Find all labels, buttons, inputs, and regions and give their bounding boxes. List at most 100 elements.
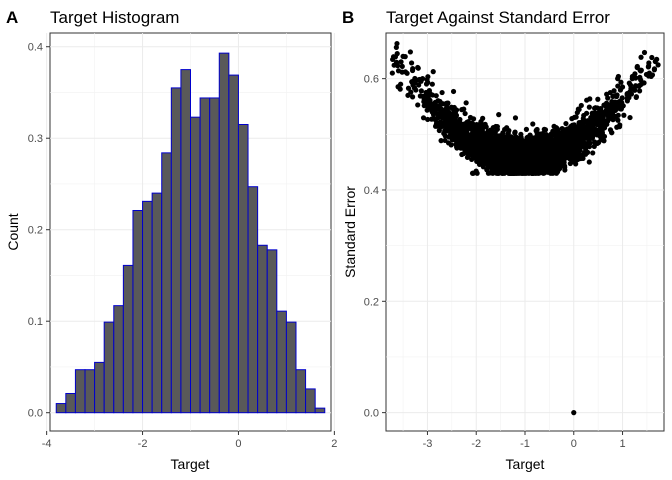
scatter-point	[394, 40, 400, 47]
histogram-bar	[209, 97, 220, 414]
scatter-point	[506, 164, 513, 170]
scatter-point	[423, 89, 429, 96]
scatter-point	[455, 124, 461, 130]
scatter-point	[438, 138, 444, 144]
panel-b-ticks: -3 -2 -1 0 1 0.0 0.2 0.4 0.6	[364, 74, 626, 450]
scatter-point	[500, 130, 506, 136]
scatter-point	[417, 93, 423, 99]
scatter-point	[524, 163, 530, 169]
histogram-bar	[65, 392, 76, 414]
scatter-point	[407, 49, 413, 55]
scatter-point	[569, 116, 575, 122]
scatter-point	[592, 139, 598, 145]
scatter-point	[523, 126, 530, 132]
histogram-bar	[151, 192, 163, 414]
panel-b-y-axis-label: Standard Error	[342, 186, 358, 278]
y-tick-label: 0.0	[28, 408, 43, 420]
scatter-point	[572, 130, 578, 136]
scatter-point	[637, 74, 643, 80]
scatter-point	[453, 141, 459, 147]
scatter-point	[470, 116, 477, 122]
scatter-point	[564, 142, 570, 149]
histogram-bar	[295, 369, 307, 414]
scatter-point	[491, 144, 498, 150]
scatter-point	[405, 85, 412, 91]
panel-b: B Target Against Standard Error -3 -2 -1 0 1…	[342, 8, 665, 472]
panel-b-points	[389, 40, 661, 416]
scatter-point	[607, 114, 614, 120]
scatter-point	[587, 96, 593, 102]
panel-b-x-axis-label: Target	[506, 456, 545, 472]
histogram-bar	[199, 97, 211, 414]
y-tick-label: 0.2	[28, 225, 43, 237]
scatter-point	[598, 113, 605, 120]
scatter-point	[541, 164, 548, 170]
scatter-point	[487, 158, 493, 164]
scatter-point	[389, 70, 395, 76]
x-tick-label: -2	[138, 438, 148, 450]
scatter-point	[634, 64, 640, 71]
scatter-point	[477, 131, 483, 137]
scatter-point	[500, 158, 506, 164]
scatter-point	[589, 110, 595, 116]
scatter-point	[591, 121, 597, 127]
scatter-point	[567, 148, 574, 154]
histogram-bar	[170, 87, 182, 414]
scatter-point	[419, 76, 426, 82]
scatter-point	[601, 138, 607, 144]
scatter-point	[615, 83, 621, 89]
scatter-point	[462, 121, 468, 127]
scatter-point	[508, 148, 514, 154]
scatter-point	[600, 126, 606, 132]
scatter-point	[472, 150, 478, 157]
scatter-point	[402, 69, 409, 75]
scatter-point	[575, 143, 581, 149]
y-tick-label: 0.1	[28, 316, 43, 328]
scatter-point	[564, 126, 570, 132]
scatter-point	[543, 133, 549, 139]
scatter-point	[468, 120, 475, 126]
scatter-point	[412, 75, 418, 82]
x-tick-label: -3	[423, 438, 433, 450]
scatter-point	[491, 168, 497, 174]
scatter-point	[400, 53, 406, 59]
scatter-point	[554, 130, 560, 136]
scatter-point	[509, 141, 515, 148]
scatter-point	[637, 82, 643, 88]
scatter-point	[490, 154, 496, 160]
scatter-point	[436, 127, 442, 134]
panel-a-bars	[55, 52, 326, 414]
panel-b-title: Target Against Standard Error	[386, 8, 610, 27]
scatter-point	[476, 124, 482, 130]
scatter-point	[566, 153, 572, 160]
histogram-bar	[122, 264, 134, 414]
scatter-point	[525, 168, 531, 174]
scatter-point	[479, 151, 485, 157]
scatter-point	[412, 80, 418, 86]
scatter-point	[525, 159, 531, 165]
y-tick-label: 0.6	[364, 74, 379, 86]
y-tick-label: 0.0	[364, 408, 379, 420]
scatter-point	[470, 170, 476, 176]
scatter-point	[619, 84, 626, 90]
scatter-point	[393, 59, 400, 65]
scatter-point	[618, 79, 624, 85]
scatter-point	[601, 102, 607, 108]
scatter-point	[628, 91, 635, 97]
scatter-point	[617, 106, 623, 112]
scatter-point	[424, 107, 430, 113]
scatter-point	[571, 143, 577, 149]
scatter-point	[609, 99, 615, 105]
scatter-point	[596, 139, 602, 146]
histogram-bar	[190, 116, 201, 414]
scatter-point	[627, 114, 633, 121]
histogram-bar	[180, 69, 192, 414]
scatter-point	[397, 86, 403, 92]
scatter-point	[487, 133, 493, 139]
scatter-point	[542, 127, 549, 133]
scatter-point	[585, 123, 591, 130]
scatter-point	[573, 161, 579, 167]
scatter-point	[582, 119, 588, 125]
scatter-point	[542, 148, 548, 154]
